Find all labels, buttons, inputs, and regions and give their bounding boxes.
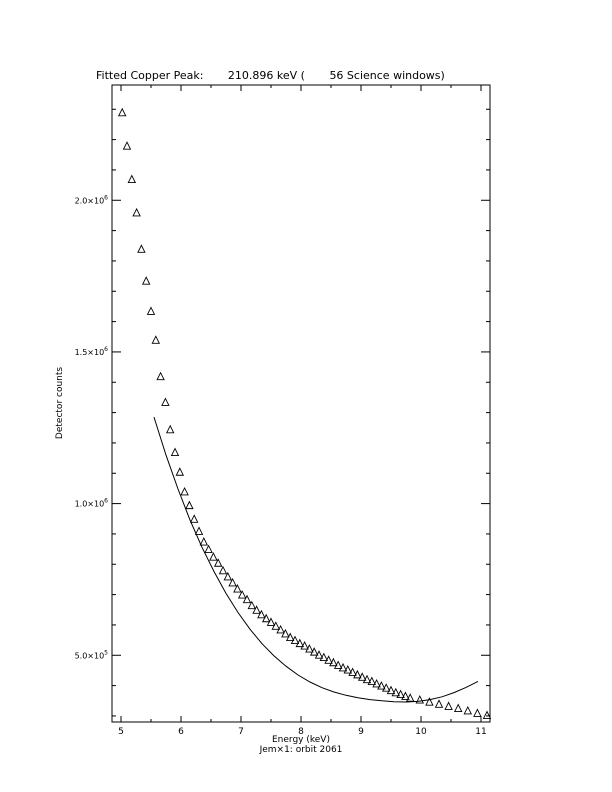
data-point — [333, 660, 343, 669]
data-point — [295, 638, 305, 648]
fit-curve-layer — [153, 416, 479, 703]
y-axis-label: Detector counts — [55, 367, 65, 439]
x-tick-labels: 5 6 7 8 9 10 11 — [118, 727, 487, 737]
data-point — [391, 687, 401, 697]
data-point — [165, 424, 175, 434]
data-point — [170, 447, 180, 456]
data-point — [209, 552, 218, 561]
data-point — [127, 174, 137, 183]
data-point — [372, 678, 381, 688]
y-tick-label: 5.0×105 — [75, 649, 109, 660]
data-point — [415, 695, 425, 704]
data-point — [271, 621, 281, 630]
data-point — [117, 107, 127, 117]
data-point — [122, 141, 132, 150]
data-point — [218, 565, 228, 575]
data-point — [396, 689, 405, 699]
data-point — [343, 665, 353, 674]
x-axis-label: Energy (keV) — [272, 735, 330, 745]
data-point — [386, 685, 396, 695]
x-tick-label: 10 — [415, 727, 427, 737]
x-tick-label: 5 — [118, 727, 124, 737]
data-point — [233, 584, 242, 593]
data-point — [425, 697, 434, 706]
data-point — [213, 558, 223, 567]
data-point — [305, 644, 314, 653]
data-point — [338, 662, 348, 672]
data-point — [242, 594, 252, 604]
data-point — [223, 571, 233, 581]
y-tick-labels: 5.0×105 1.0×106 1.5×106 2.0×106 — [75, 194, 109, 660]
data-point — [357, 672, 367, 681]
data-point — [194, 526, 204, 535]
data-point — [324, 655, 333, 664]
data-point — [261, 613, 271, 623]
data-point — [146, 306, 156, 315]
data-point — [132, 207, 141, 217]
data-point — [367, 676, 377, 685]
data-point — [252, 605, 261, 614]
y-tick-label: 1.0×106 — [75, 498, 109, 509]
data-point — [161, 397, 170, 406]
data-point — [353, 669, 362, 679]
data-point — [189, 514, 199, 523]
data-point — [151, 335, 161, 344]
data-point — [381, 683, 391, 692]
data-point — [348, 667, 357, 676]
data-point — [199, 537, 209, 546]
x-tick-label: 11 — [475, 727, 486, 737]
data-point — [434, 699, 444, 708]
data-point — [257, 609, 266, 619]
data-point — [175, 467, 185, 476]
data-point — [137, 244, 146, 253]
data-point — [285, 632, 295, 642]
data-point — [247, 600, 257, 610]
data-point — [180, 486, 189, 496]
x-tick-label: 7 — [238, 727, 244, 737]
data-point — [329, 657, 338, 667]
data-point — [237, 590, 247, 599]
data-point — [276, 624, 285, 634]
x-tick-label: 8 — [298, 727, 304, 737]
data-point — [228, 577, 237, 587]
chart-title: Fitted Copper Peak: 210.896 keV ( 56 Sci… — [96, 69, 445, 82]
data-point — [281, 628, 290, 638]
x-tick-label: 6 — [178, 727, 184, 737]
data-point — [156, 371, 165, 381]
data-point — [314, 650, 324, 659]
data-point — [444, 701, 453, 710]
axis-ticks — [112, 85, 490, 722]
data-point — [463, 705, 473, 715]
footer-label: Jem×1: orbit 2061 — [259, 745, 343, 755]
data-points-layer — [117, 107, 492, 719]
data-point — [266, 617, 276, 626]
data-point — [141, 276, 151, 285]
data-point — [401, 691, 410, 700]
data-point — [309, 647, 319, 656]
data-point — [405, 693, 415, 702]
y-tick-label: 2.0×106 — [75, 194, 109, 205]
data-point — [482, 710, 492, 719]
data-point — [185, 500, 194, 510]
data-point — [319, 652, 329, 662]
data-point — [290, 635, 300, 645]
data-point — [300, 641, 309, 650]
data-point — [377, 681, 386, 690]
data-point — [362, 674, 372, 684]
fit-curve — [153, 416, 479, 703]
data-point — [204, 544, 213, 554]
plot-frame — [111, 84, 491, 723]
data-point — [473, 708, 482, 717]
y-tick-label: 1.5×106 — [75, 346, 109, 357]
data-point — [453, 703, 463, 712]
x-tick-label: 9 — [358, 727, 364, 737]
